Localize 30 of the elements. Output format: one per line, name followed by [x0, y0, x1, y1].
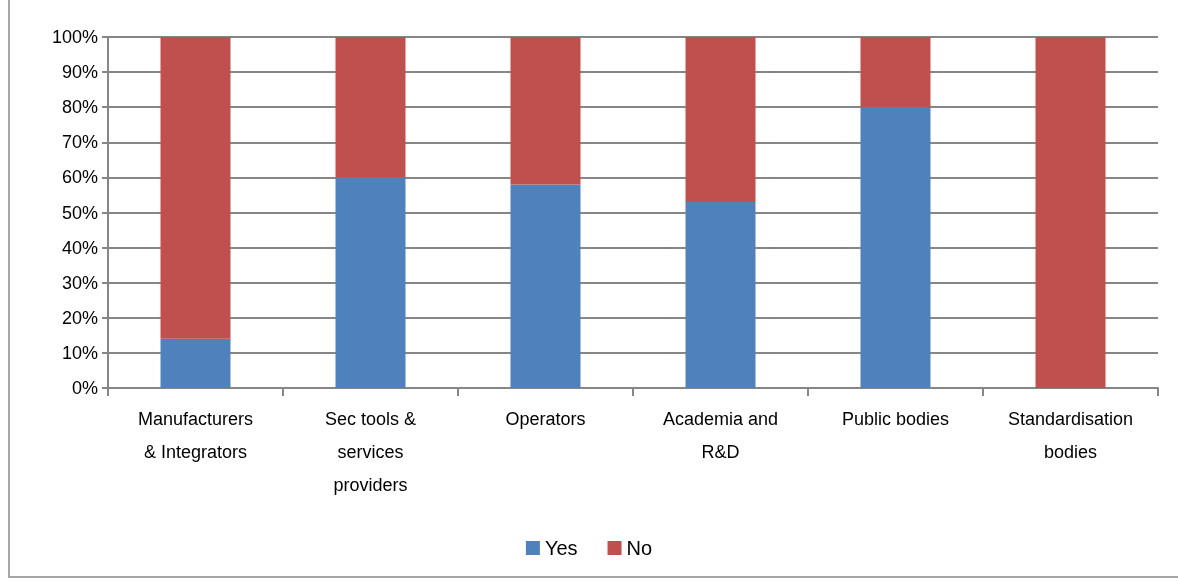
legend-label: Yes	[544, 537, 578, 559]
y-tick-label: 20%	[61, 307, 98, 328]
x-tick-label: Operators	[505, 408, 586, 429]
y-tick-label: 80%	[61, 97, 98, 118]
y-tick-label: 40%	[61, 237, 98, 258]
x-tick-label: Public bodies	[841, 408, 950, 429]
y-tick-label: 90%	[61, 62, 98, 83]
bar	[160, 37, 231, 339]
x-tick-label: Academia and R&D	[662, 408, 779, 462]
bar	[685, 37, 756, 202]
y-tick-label: 100%	[51, 27, 98, 47]
y-tick-label: 60%	[61, 167, 98, 188]
x-tick-label: Sec tools & services providers	[324, 408, 417, 495]
x-tick-label: Standardisation bodies	[1007, 408, 1134, 462]
x-tick-label: Manufacturers & Integrators	[137, 408, 254, 462]
bar	[860, 37, 931, 108]
y-tick-label: 10%	[61, 342, 98, 363]
y-tick-label: 30%	[61, 272, 98, 293]
bar	[510, 184, 581, 388]
y-tick-label: 50%	[61, 202, 98, 223]
y-tick-label: 70%	[61, 132, 98, 153]
y-tick-label: 0%	[71, 378, 98, 398]
bar	[335, 37, 406, 178]
bar	[160, 338, 231, 388]
bar	[860, 107, 931, 388]
bar	[510, 37, 581, 185]
legend-label: No	[626, 537, 653, 559]
bar	[335, 177, 406, 388]
bar	[685, 201, 756, 388]
bar	[1035, 37, 1106, 388]
